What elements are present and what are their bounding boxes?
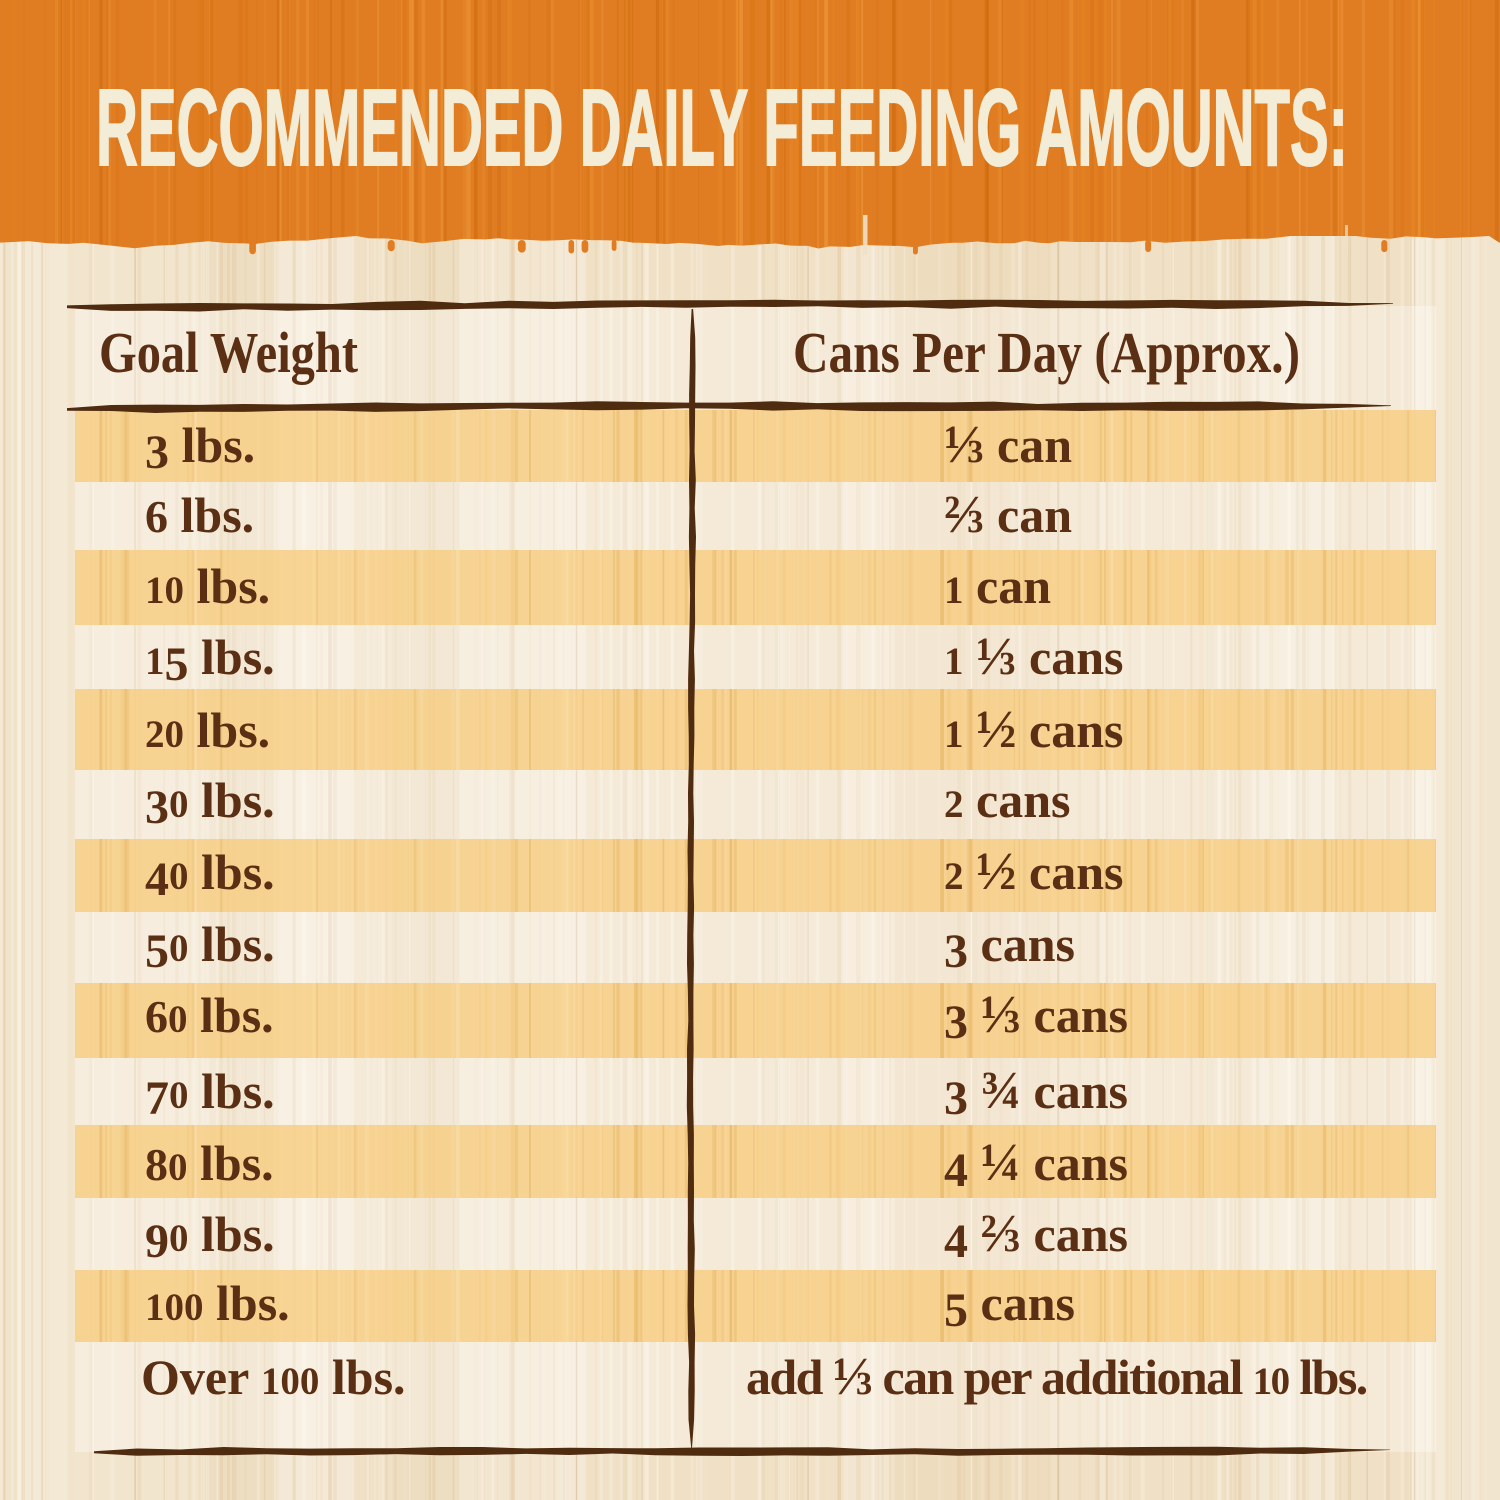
svg-text:80 lbs.: 80 lbs. [145,1135,274,1191]
svg-text:4 ⅔ cans: 4 ⅔ cans [944,1203,1128,1268]
svg-text:60 lbs.: 60 lbs. [145,987,274,1043]
svg-text:2 ½ cans: 2 ½ cans [944,841,1123,901]
svg-text:6 lbs.: 6 lbs. [145,487,254,543]
svg-text:3 lbs.: 3 lbs. [145,417,255,479]
svg-text:Goal Weight: Goal Weight [99,320,359,385]
svg-text:⅓ can: ⅓ can [944,414,1072,474]
svg-text:2 cans: 2 cans [944,772,1070,828]
svg-text:1 ½ cans: 1 ½ cans [944,699,1123,759]
svg-text:3 cans: 3 cans [944,916,1075,978]
svg-text:Cans Per Day (Approx.): Cans Per Day (Approx.) [793,320,1300,385]
svg-text:3 ⅓ cans: 3 ⅓ cans [944,984,1128,1049]
svg-text:4 ¼ cans: 4 ¼ cans [944,1132,1128,1197]
svg-text:30 lbs.: 30 lbs. [145,772,275,834]
svg-text:RECOMMENDED DAILY FEEDING AMOU: RECOMMENDED DAILY FEEDING AMOUNTS: [96,67,1348,189]
svg-text:50 lbs.: 50 lbs. [145,916,275,978]
svg-text:40 lbs.: 40 lbs. [145,844,275,906]
svg-text:70 lbs.: 70 lbs. [145,1063,275,1125]
svg-text:3 ¾ cans: 3 ¾ cans [944,1060,1128,1125]
svg-text:15 lbs.: 15 lbs. [145,629,275,691]
svg-text:90 lbs.: 90 lbs. [145,1206,275,1268]
svg-text:5 cans: 5 cans [944,1275,1075,1337]
svg-text:1 ⅓ cans: 1 ⅓ cans [944,626,1123,686]
svg-text:⅔ can: ⅔ can [944,484,1072,544]
